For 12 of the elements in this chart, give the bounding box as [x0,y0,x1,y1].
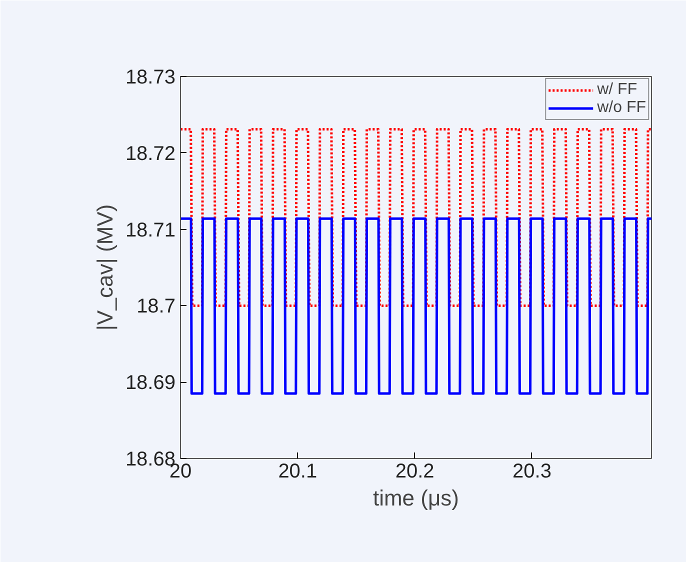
x-tick-label: 20.3 [512,460,552,482]
y-tick-label: 18.71 [125,219,176,242]
legend-label: w/o FF [597,99,646,117]
y-tick-label: 18.69 [125,372,176,394]
x-tick-label: 20.2 [395,460,434,482]
y-tick-label: 18.73 [125,66,176,88]
legend-label: w/ FF [597,81,638,99]
x-axis-title: time (μs) [373,486,460,510]
y-axis-title: |V_cav| (MV) [92,204,118,331]
y-tick-label: 18.7 [136,296,176,318]
y-tick-label: 18.72 [125,142,176,165]
x-tick-label: 20.1 [278,460,318,482]
